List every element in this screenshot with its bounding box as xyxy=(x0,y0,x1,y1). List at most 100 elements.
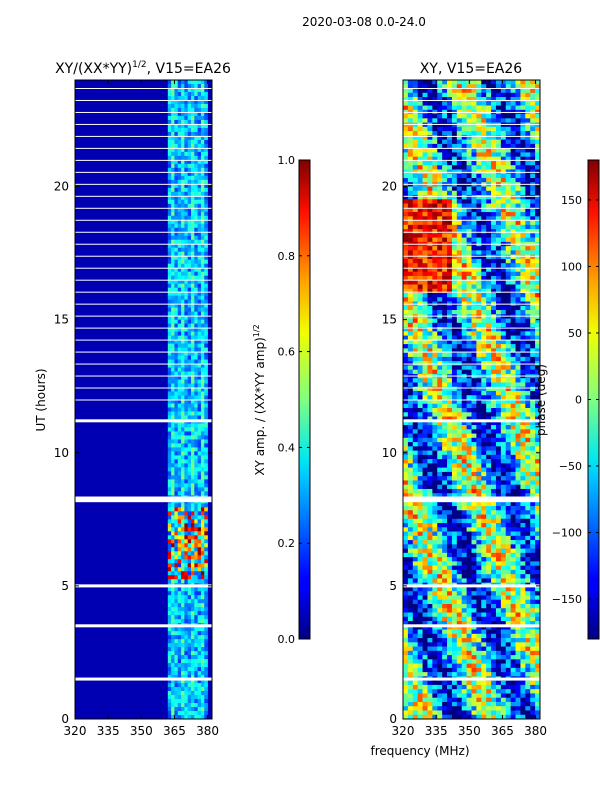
heatmap-cell xyxy=(471,476,477,481)
heatmap-cell xyxy=(184,331,188,336)
heatmap-cell xyxy=(197,275,202,280)
heatmap-cell xyxy=(184,383,188,388)
heatmap-cell xyxy=(194,199,198,205)
heatmap-cell xyxy=(167,443,172,448)
heatmap-cell xyxy=(167,351,172,356)
heatmap-cell xyxy=(187,375,192,380)
x-tick-label: 350 xyxy=(130,724,153,738)
heatmap-cell xyxy=(184,247,188,253)
heatmap-cell xyxy=(535,288,540,294)
heatmap-cell xyxy=(167,595,172,600)
heatmap-cell xyxy=(427,199,433,204)
heatmap-cell xyxy=(481,382,487,388)
heatmap-cell xyxy=(500,352,507,358)
heatmap-cell xyxy=(167,551,172,556)
heatmap-cell xyxy=(525,258,531,264)
heatmap-cell xyxy=(530,450,536,456)
heatmap-cell xyxy=(471,258,477,264)
heatmap-cell xyxy=(191,83,195,89)
heatmap-cell xyxy=(456,531,463,537)
heatmap-cell xyxy=(407,514,414,520)
heatmap-cell xyxy=(197,535,202,540)
heatmap-cell xyxy=(505,173,511,179)
heatmap-cell xyxy=(187,107,192,113)
heatmap-cell xyxy=(181,559,185,564)
heatmap-cell xyxy=(171,679,175,684)
heatmap-cell xyxy=(495,186,502,192)
heatmap-cell xyxy=(197,451,202,456)
heatmap-cell xyxy=(515,412,521,417)
heatmap-cell xyxy=(197,319,202,324)
heatmap-cell xyxy=(194,371,198,376)
heatmap-cell xyxy=(510,369,516,375)
heatmap-cell xyxy=(184,599,188,604)
heatmap-cell xyxy=(476,322,482,328)
heatmap-cell xyxy=(407,420,414,426)
heatmap-cell xyxy=(194,327,198,332)
heatmap-cell xyxy=(525,310,531,315)
heatmap-cell xyxy=(515,408,521,413)
heatmap-cell xyxy=(476,378,482,383)
heatmap-cell xyxy=(442,156,448,162)
heatmap-cell xyxy=(432,195,438,200)
heatmap-cell xyxy=(184,219,188,225)
heatmap-cell xyxy=(403,527,409,532)
flagged-row xyxy=(75,375,212,377)
heatmap-cell xyxy=(447,105,453,111)
heatmap-cell xyxy=(177,463,182,468)
heatmap-cell xyxy=(194,247,198,253)
heatmap-cell xyxy=(451,471,458,477)
heatmap-cell xyxy=(486,84,492,89)
heatmap-cell xyxy=(177,515,182,520)
heatmap-cell xyxy=(167,275,172,280)
heatmap-cell xyxy=(181,279,185,284)
heatmap-cell xyxy=(515,216,521,221)
heatmap-cell xyxy=(525,390,531,396)
heatmap-cell xyxy=(187,103,192,109)
heatmap-cell xyxy=(417,369,423,375)
heatmap-cell xyxy=(417,425,423,430)
heatmap-cell xyxy=(171,303,175,308)
heatmap-cell xyxy=(191,103,195,109)
heatmap-cell xyxy=(515,442,521,447)
heatmap-cell xyxy=(505,523,511,528)
heatmap-cell xyxy=(174,195,179,201)
heatmap-cell xyxy=(171,539,175,544)
heatmap-cell xyxy=(177,235,182,241)
heatmap-cell xyxy=(461,118,467,123)
heatmap-cell xyxy=(403,229,409,234)
heatmap-cell xyxy=(191,467,195,472)
heatmap-cell xyxy=(520,442,526,447)
heatmap-cell xyxy=(204,119,208,125)
heatmap-cell xyxy=(184,395,188,400)
heatmap-cell xyxy=(417,361,423,366)
heatmap-cell xyxy=(197,455,202,460)
heatmap-cell xyxy=(500,258,507,264)
heatmap-cell xyxy=(403,220,409,226)
heatmap-cell xyxy=(184,407,188,412)
heatmap-cell xyxy=(181,99,185,105)
heatmap-cell xyxy=(495,433,502,439)
heatmap-cell xyxy=(181,455,185,460)
heatmap-cell xyxy=(432,284,438,290)
heatmap-cell xyxy=(486,356,492,362)
heatmap-cell xyxy=(177,687,182,692)
heatmap-cell xyxy=(187,271,192,276)
heatmap-cell xyxy=(525,382,531,388)
heatmap-cell xyxy=(181,599,185,604)
heatmap-cell xyxy=(432,190,438,196)
heatmap-cell xyxy=(491,344,497,349)
heatmap-cell xyxy=(200,203,205,209)
heatmap-cell xyxy=(466,173,472,179)
heatmap-cell xyxy=(481,131,487,136)
heatmap-cell xyxy=(427,361,433,366)
heatmap-cell xyxy=(184,103,188,109)
heatmap-cell xyxy=(451,446,458,451)
heatmap-cell xyxy=(515,476,521,481)
heatmap-cell xyxy=(403,143,409,149)
heatmap-cell xyxy=(181,199,185,205)
heatmap-cell xyxy=(525,506,531,511)
heatmap-cell xyxy=(403,488,409,494)
heatmap-cell xyxy=(456,216,463,221)
heatmap-cell xyxy=(525,229,531,234)
